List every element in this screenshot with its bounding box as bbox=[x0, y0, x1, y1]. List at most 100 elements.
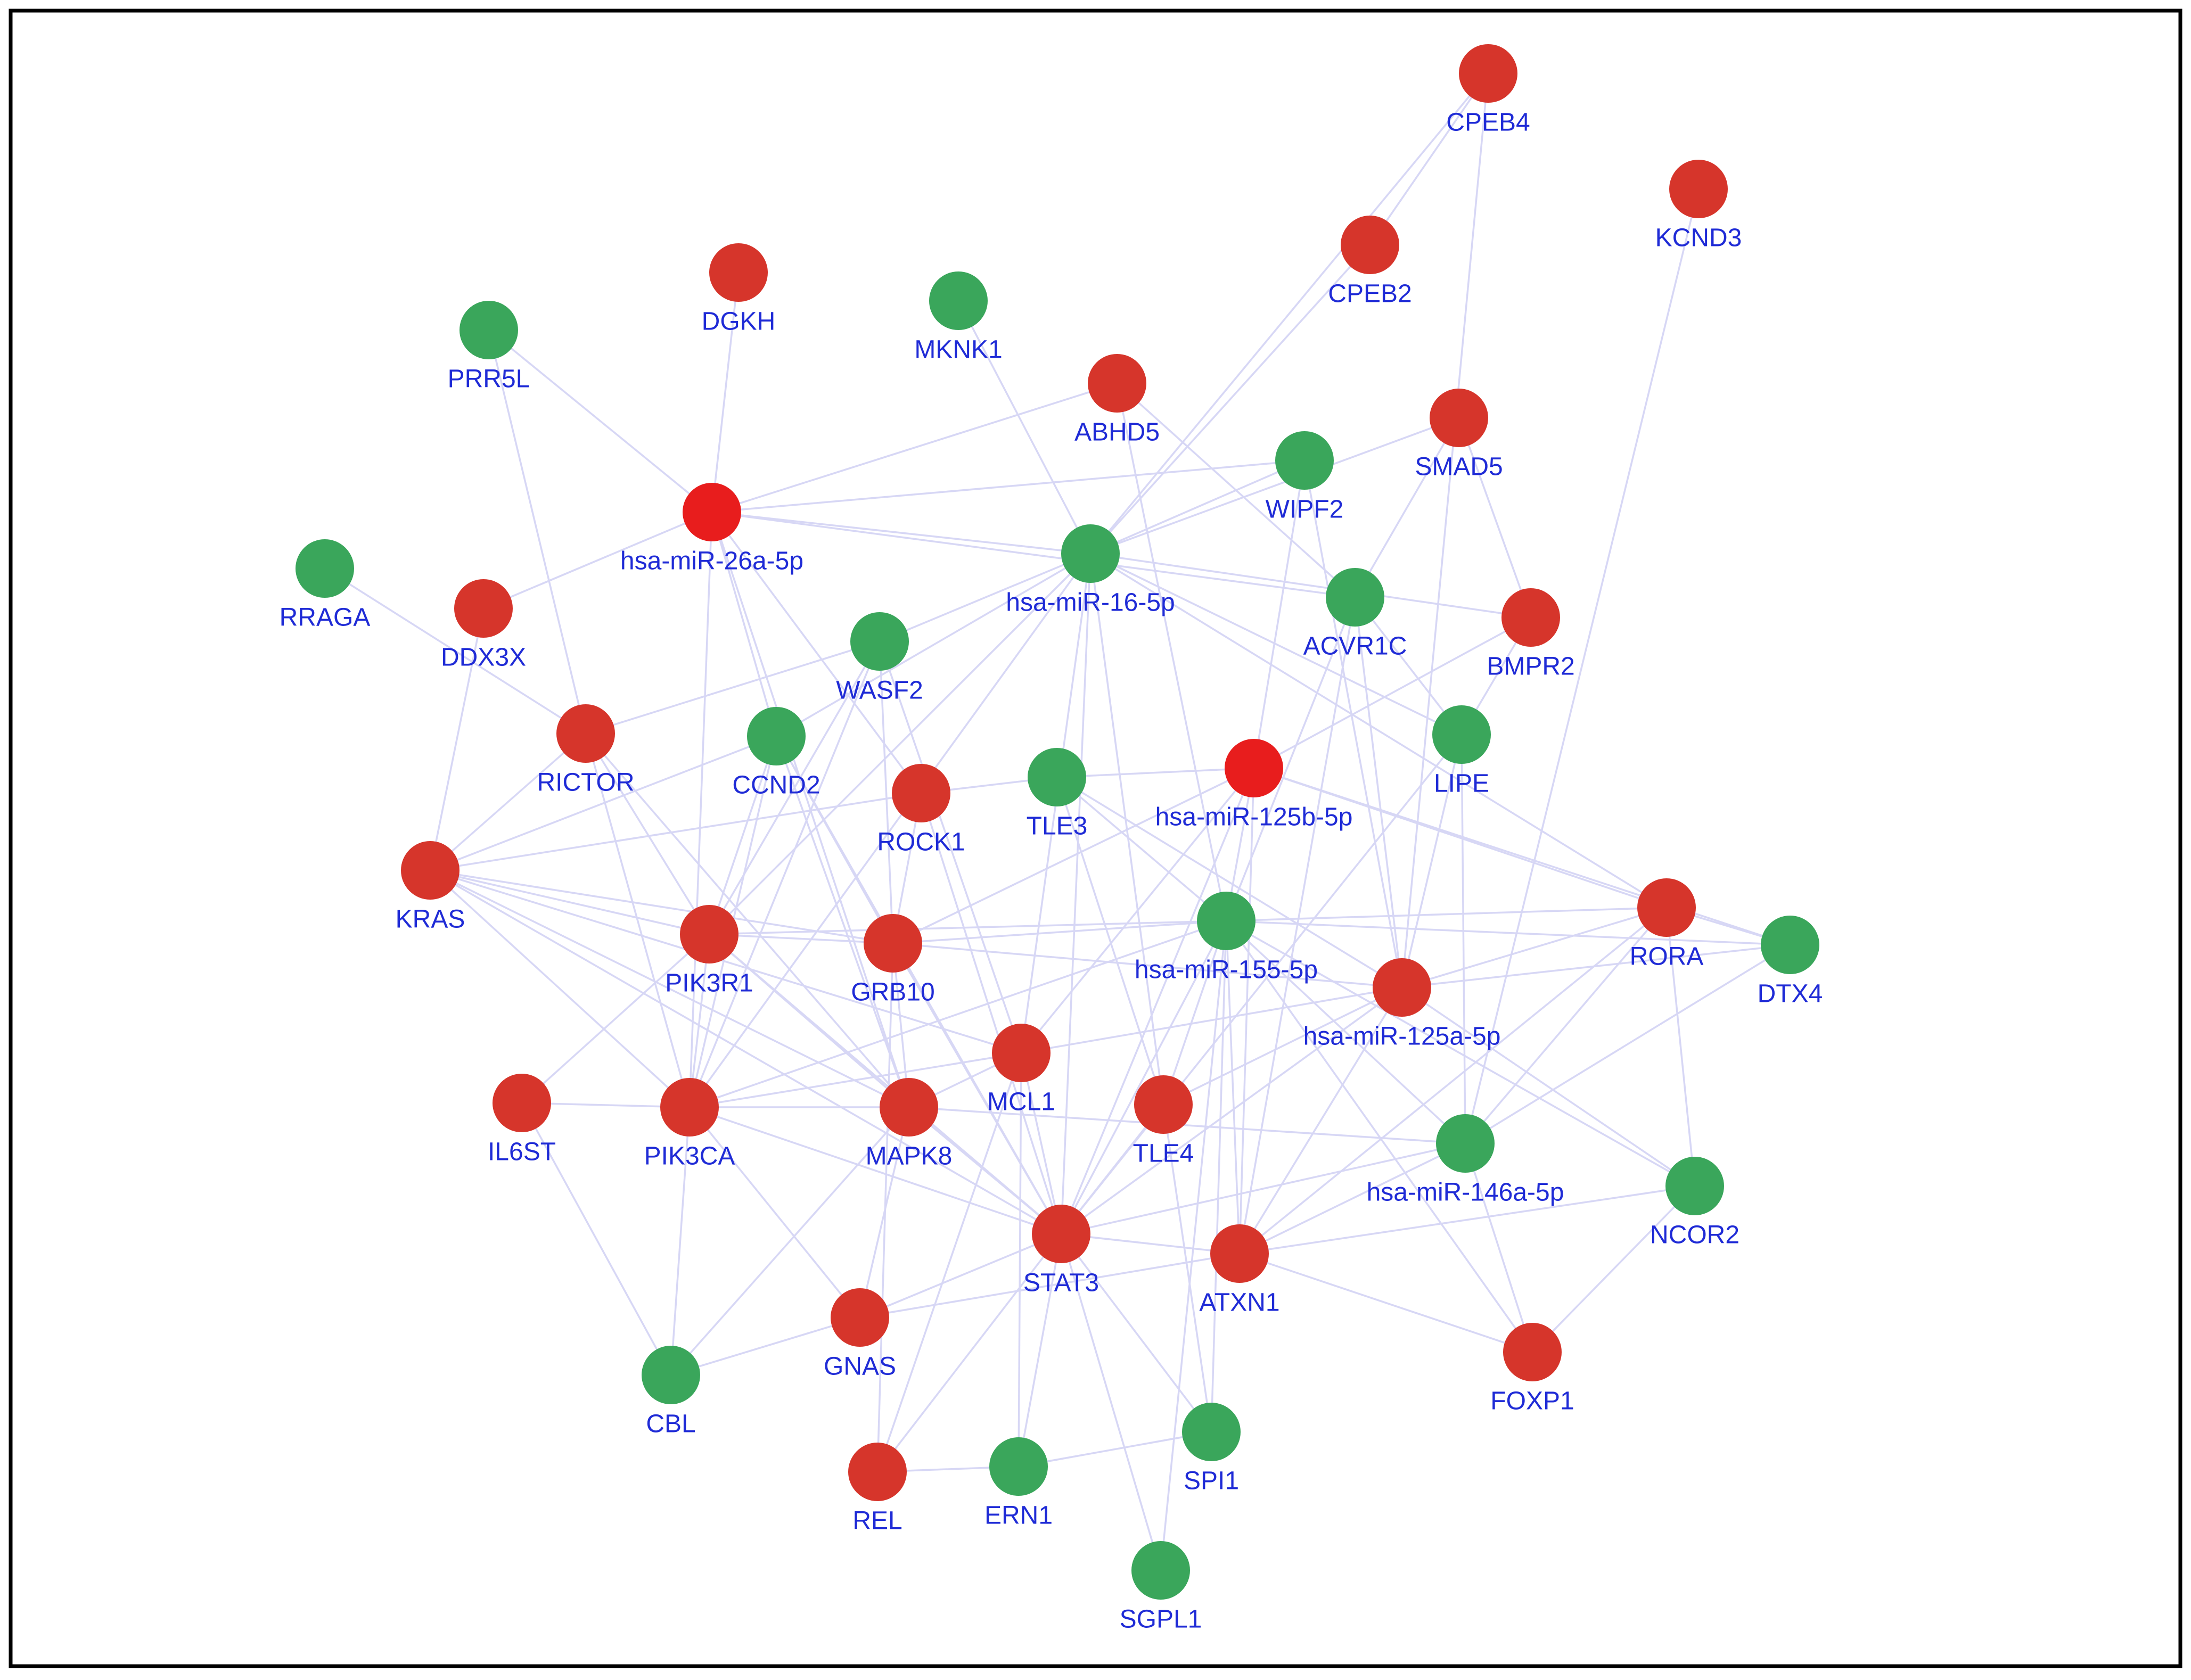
edge-ATXN1-GNAS bbox=[859, 1253, 1240, 1319]
node-label-SMAD5: SMAD5 bbox=[1415, 453, 1503, 481]
node-KRAS[interactable] bbox=[401, 841, 459, 900]
node-miR125a[interactable] bbox=[1373, 958, 1431, 1017]
edge-WIPF2-miR125a bbox=[1303, 460, 1403, 988]
edge-WASF2-PIK3CA bbox=[688, 641, 881, 1108]
node-NCOR2[interactable] bbox=[1665, 1157, 1724, 1215]
edge-CPEB2-miR16 bbox=[1089, 244, 1371, 555]
node-REL[interactable] bbox=[848, 1443, 907, 1501]
node-ATXN1[interactable] bbox=[1210, 1224, 1269, 1283]
edge-CCND2-KRAS bbox=[430, 735, 777, 871]
node-RRAGA[interactable] bbox=[296, 539, 354, 598]
node-GNAS[interactable] bbox=[831, 1288, 889, 1347]
node-SGPL1[interactable] bbox=[1131, 1541, 1190, 1600]
node-label-TLE4: TLE4 bbox=[1133, 1140, 1194, 1168]
edge-CCND2-PIK3R1 bbox=[708, 736, 777, 935]
edge-KCND3-miR146a bbox=[1464, 188, 1700, 1144]
node-FOXP1[interactable] bbox=[1503, 1323, 1562, 1381]
node-label-CCND2: CCND2 bbox=[732, 771, 820, 800]
node-LIPE[interactable] bbox=[1432, 705, 1491, 764]
node-TLE4[interactable] bbox=[1134, 1075, 1193, 1134]
edge-DGKH-miR26a bbox=[711, 272, 740, 513]
edge-miR155-FOXP1 bbox=[1225, 920, 1533, 1353]
edge-KRAS-MCL1 bbox=[430, 869, 1022, 1054]
edge-PIK3CA-GNAS bbox=[688, 1106, 861, 1319]
node-WIPF2[interactable] bbox=[1275, 431, 1334, 490]
node-CBL[interactable] bbox=[642, 1346, 700, 1404]
edge-MCL1-ERN1 bbox=[1017, 1052, 1022, 1467]
node-RICTOR[interactable] bbox=[556, 704, 615, 763]
node-miR26a[interactable] bbox=[683, 483, 741, 541]
edge-RORA-ATXN1 bbox=[1238, 907, 1668, 1255]
node-GRB10[interactable] bbox=[864, 914, 922, 973]
node-label-miR26a: hsa-miR-26a-5p bbox=[620, 547, 803, 575]
node-label-CPEB4: CPEB4 bbox=[1446, 109, 1530, 137]
node-DTX4[interactable] bbox=[1761, 916, 1819, 974]
node-miR146a[interactable] bbox=[1436, 1114, 1495, 1173]
edge-CPEB4-CPEB2 bbox=[1369, 73, 1489, 245]
edge-KRAS-MAPK8 bbox=[430, 869, 909, 1108]
edge-PIK3R1-miR155 bbox=[709, 920, 1227, 935]
edge-NCOR2-ATXN1 bbox=[1239, 1185, 1695, 1255]
node-label-WIPF2: WIPF2 bbox=[1266, 496, 1344, 524]
node-BMPR2[interactable] bbox=[1501, 588, 1560, 647]
edge-GRB10-miR155 bbox=[892, 920, 1227, 944]
node-ROCK1[interactable] bbox=[892, 764, 950, 822]
edge-ROCK1-KRAS bbox=[430, 792, 922, 871]
node-PIK3R1[interactable] bbox=[680, 905, 738, 963]
edge-PIK3R1-IL6ST bbox=[521, 933, 710, 1104]
node-label-WASF2: WASF2 bbox=[836, 677, 923, 705]
edge-miR146a-ATXN1 bbox=[1239, 1142, 1466, 1255]
node-DDX3X[interactable] bbox=[454, 579, 513, 638]
node-ACVR1C[interactable] bbox=[1326, 568, 1384, 627]
node-label-miR125b: hsa-miR-125b-5p bbox=[1155, 803, 1353, 831]
edge-MCL1-STAT3 bbox=[1020, 1052, 1062, 1234]
edge-ACVR1C-ATXN1 bbox=[1238, 597, 1356, 1254]
edge-GNAS-CBL bbox=[670, 1316, 860, 1376]
edge-IL6ST-CBL bbox=[521, 1102, 672, 1376]
edge-DDX3X-KRAS bbox=[429, 608, 485, 871]
edge-MKNK1-miR16 bbox=[957, 300, 1092, 554]
node-SPI1[interactable] bbox=[1182, 1403, 1241, 1461]
node-miR125b[interactable] bbox=[1225, 739, 1283, 797]
edge-CCND2-MAPK8 bbox=[775, 736, 910, 1108]
edge-miR155-DTX4 bbox=[1226, 920, 1791, 946]
node-label-GRB10: GRB10 bbox=[851, 978, 934, 1007]
edge-PIK3R1-GRB10 bbox=[709, 933, 893, 944]
node-ABHD5[interactable] bbox=[1088, 354, 1146, 413]
edge-miR26a-PIK3CA bbox=[688, 512, 713, 1108]
node-MCL1[interactable] bbox=[992, 1024, 1051, 1082]
node-CPEB4[interactable] bbox=[1459, 44, 1517, 103]
node-PIK3CA[interactable] bbox=[660, 1078, 719, 1137]
edge-miR26a-ACVR1C bbox=[711, 511, 1356, 598]
node-MAPK8[interactable] bbox=[880, 1078, 938, 1137]
node-CCND2[interactable] bbox=[747, 707, 806, 765]
node-TLE3[interactable] bbox=[1028, 748, 1086, 806]
edge-miR155-SPI1 bbox=[1210, 920, 1227, 1432]
edge-miR26a-DDX3X bbox=[483, 511, 712, 610]
node-label-MCL1: MCL1 bbox=[987, 1088, 1055, 1116]
node-miR16[interactable] bbox=[1061, 524, 1120, 583]
edge-miR155-miR146a bbox=[1225, 920, 1466, 1144]
edge-DTX4-miR146a bbox=[1465, 944, 1791, 1144]
node-miR155[interactable] bbox=[1197, 892, 1255, 950]
node-DGKH[interactable] bbox=[709, 243, 768, 302]
edge-MAPK8-miR146a bbox=[908, 1106, 1466, 1144]
node-RORA[interactable] bbox=[1637, 878, 1696, 937]
edge-MCL1-PIK3CA bbox=[689, 1052, 1022, 1108]
node-ERN1[interactable] bbox=[989, 1437, 1048, 1496]
node-PRR5L[interactable] bbox=[459, 301, 518, 359]
node-MKNK1[interactable] bbox=[929, 271, 988, 330]
node-IL6ST[interactable] bbox=[493, 1074, 551, 1132]
node-KCND3[interactable] bbox=[1669, 160, 1728, 218]
node-WASF2[interactable] bbox=[850, 612, 909, 671]
node-label-SPI1: SPI1 bbox=[1184, 1467, 1239, 1495]
node-SMAD5[interactable] bbox=[1430, 389, 1488, 447]
edge-miR16-RORA bbox=[1090, 553, 1667, 909]
node-CPEB2[interactable] bbox=[1341, 216, 1399, 274]
node-label-STAT3: STAT3 bbox=[1023, 1269, 1099, 1297]
edge-RORA-NCOR2 bbox=[1665, 907, 1696, 1187]
edge-miR125a-ATXN1 bbox=[1238, 987, 1403, 1254]
node-STAT3[interactable] bbox=[1032, 1205, 1090, 1263]
edge-miR155-RORA bbox=[1226, 907, 1667, 922]
